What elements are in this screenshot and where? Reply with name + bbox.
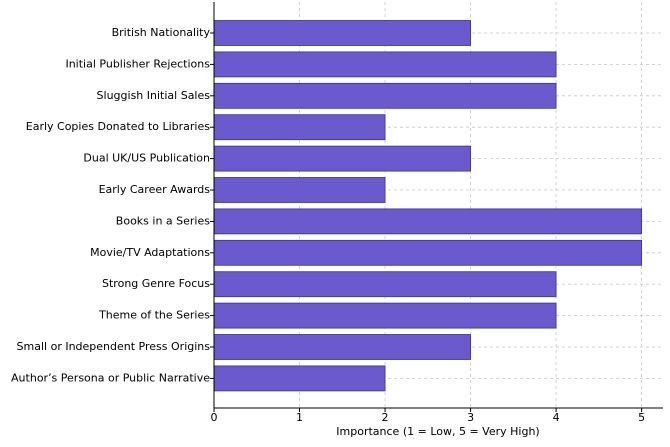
y-tick-label: Initial Publisher Rejections <box>65 57 210 70</box>
y-tick-label: Small or Independent Press Origins <box>17 340 211 353</box>
bar <box>213 334 471 360</box>
y-tick-label: British Nationality <box>112 26 211 39</box>
bar <box>213 302 557 329</box>
bar <box>213 365 386 392</box>
y-tick-label: Author’s Persona or Public Narrative <box>11 371 210 384</box>
x-tick-label: 5 <box>638 411 645 424</box>
bar <box>213 271 557 298</box>
y-tick-label: Movie/TV Adaptations <box>90 246 210 259</box>
bar <box>213 20 471 46</box>
x-tick-label: 1 <box>296 411 303 424</box>
bar <box>213 145 471 172</box>
x-axis-label: Importance (1 = Low, 5 = Very High) <box>336 425 539 438</box>
y-tick-label: Early Copies Donated to Libraries <box>26 120 211 133</box>
y-tick-label: Dual UK/US Publication <box>83 152 210 165</box>
y-tick-label: Strong Genre Focus <box>102 277 210 290</box>
x-tick-label: 0 <box>211 411 218 424</box>
bar <box>213 177 386 203</box>
bar <box>213 82 557 109</box>
bar <box>213 239 643 266</box>
y-tick-label: Books in a Series <box>116 214 210 227</box>
bar <box>213 114 386 141</box>
y-tick-label: Sluggish Initial Sales <box>97 89 211 102</box>
x-tick-label: 3 <box>467 411 474 424</box>
y-tick-label: Theme of the Series <box>98 309 210 322</box>
y-tick-label: Early Career Awards <box>99 183 211 196</box>
bar <box>213 51 557 78</box>
x-tick-label: 2 <box>382 411 389 424</box>
x-tick-label: 4 <box>553 411 560 424</box>
bar <box>213 208 643 235</box>
